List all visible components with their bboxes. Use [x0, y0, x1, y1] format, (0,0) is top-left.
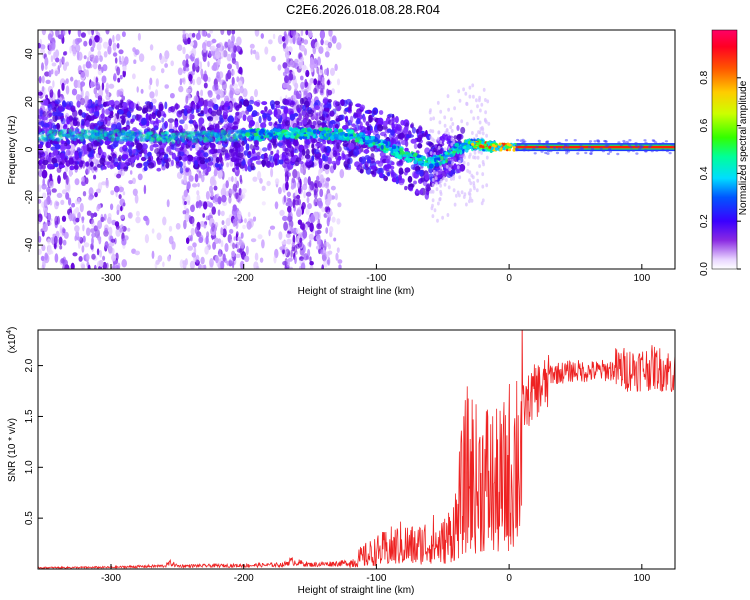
snr-x-tick-label: -100 [366, 573, 386, 584]
colorbar-tick-label: 0.2 [699, 214, 710, 228]
colorbar-tick-label: 0.4 [699, 166, 710, 180]
spectrogram-y-tick-label: 40 [24, 48, 35, 60]
snr-y-tick-label: 2.0 [24, 358, 35, 372]
spectrogram-x-axis-title: Height of straight line (km) [298, 286, 415, 297]
snr-x-axis-title: Height of straight line (km) [298, 585, 415, 596]
snr-y-tick-label: 1.5 [24, 409, 35, 423]
spectrogram-y-tick-label: -20 [24, 190, 35, 205]
snr-scale-label: (x104) [6, 327, 18, 354]
colorbar-ticks: 0.0 0.2 0.4 0.6 0.8 [699, 70, 741, 276]
chart-title: C2E6.2026.018.08.28.R04 [286, 2, 440, 17]
spectrogram-y-axis: -40 -20 0 20 40 [24, 48, 43, 252]
colorbar-title: Normalized spectral amplitude [738, 80, 749, 215]
spectrogram-speckle [38, 30, 491, 269]
colorbar-tick-label: 0.0 [699, 262, 710, 276]
spectrogram-x-tick-label: -200 [234, 273, 254, 284]
snr-y-tick-label: 1.0 [24, 460, 35, 474]
snr-panel: -300 -200 -100 0 100 0.5 1.0 1.5 2.0 Height of … [6, 327, 676, 596]
snr-y-tick-label: 0.5 [24, 511, 35, 525]
snr-x-tick-label: 100 [633, 573, 650, 584]
snr-x-tick-label: -200 [234, 573, 254, 584]
spectrogram-signal-band [38, 126, 675, 169]
colorbar-gradient [711, 29, 738, 270]
spectrogram-x-tick-label: -100 [366, 273, 386, 284]
spectrogram-x-tick-label: 100 [633, 273, 650, 284]
spectrogram-x-axis: -300 -200 -100 0 100 [101, 264, 651, 284]
snr-scale-exponent: 4 [6, 330, 13, 334]
spectrogram-y-axis-title: Frequency (Hz) [7, 116, 18, 185]
snr-scale-prefix: (x10 [7, 333, 18, 353]
colorbar: 0.0 0.2 0.4 0.6 0.8 Normalized spectral ampl… [699, 29, 749, 276]
snr-series-line [38, 330, 675, 569]
colorbar-tick-label: 0.8 [699, 70, 710, 84]
spectrogram-y-tick-label: -40 [24, 237, 35, 252]
snr-y-axis-title: SNR (10 * v/v) [7, 418, 18, 482]
spectrogram-x-tick-label: -300 [101, 273, 121, 284]
colorbar-tick-label: 0.6 [699, 118, 710, 132]
snr-x-axis: -300 -200 -100 0 100 [101, 564, 651, 584]
spectrogram-x-tick-label: 0 [506, 273, 512, 284]
spectrogram-y-tick-label: 0 [24, 146, 35, 152]
snr-y-axis: 0.5 1.0 1.5 2.0 [24, 358, 43, 525]
spectrogram-y-tick-label: 20 [24, 96, 35, 108]
snr-x-tick-label: 0 [506, 573, 512, 584]
snr-x-tick-label: -300 [101, 573, 121, 584]
spectrogram-carrier-band-core [515, 145, 675, 149]
snr-frame [37, 329, 676, 570]
